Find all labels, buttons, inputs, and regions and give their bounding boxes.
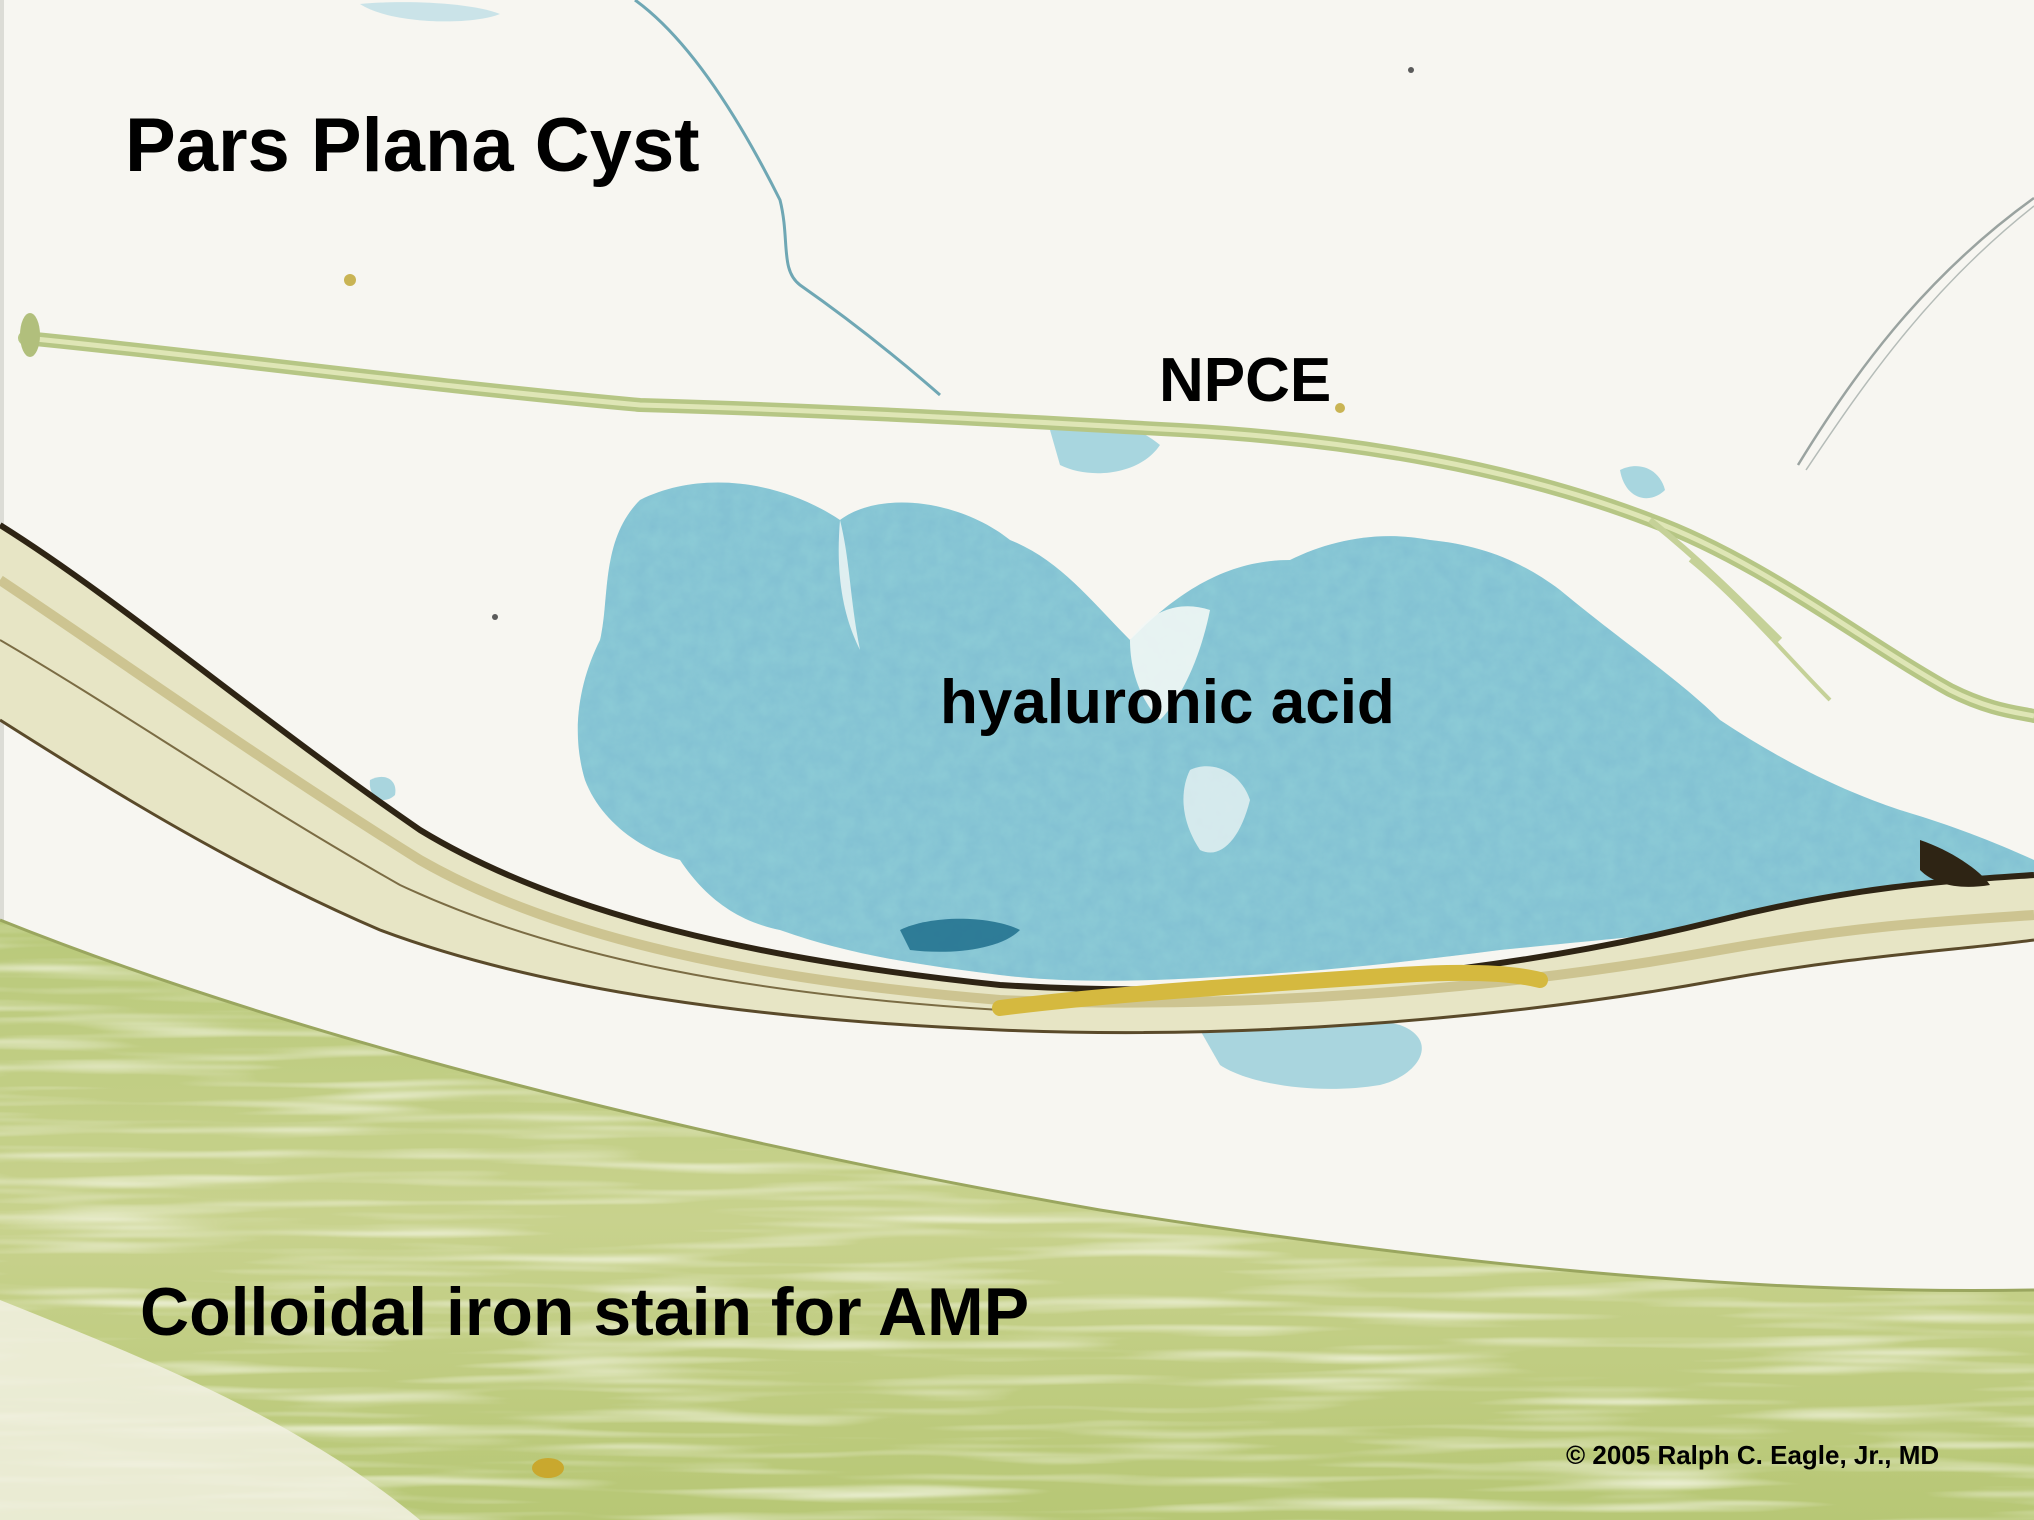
title-label: Pars Plana Cyst [125, 103, 700, 188]
thin-fiber [1796, 196, 2034, 466]
sclera [0, 918, 2034, 1520]
copyright-notice: © 2005 Ralph C. Eagle, Jr., MD [1566, 1440, 1940, 1470]
speck [344, 274, 356, 286]
npce-end [20, 313, 40, 357]
speck [492, 614, 498, 620]
npce-label: NPCE [1159, 346, 1332, 415]
npce-layer [18, 313, 2034, 723]
stain-caption: Colloidal iron stain for AMP [140, 1274, 1030, 1350]
speck [1408, 67, 1414, 73]
hyaluronic-acid-label: hyaluronic acid [940, 668, 1395, 737]
zonule-strand [634, 0, 941, 397]
thin-fiber-2 [1805, 205, 2034, 471]
pigment-dot [532, 1458, 564, 1478]
top-blue-speck [360, 2, 500, 22]
hyaluronic-acid-mass [369, 419, 2034, 1371]
speck [1335, 403, 1345, 413]
ciliary-tissue-band [0, 522, 2034, 1035]
left-edge-frame [0, 0, 4, 1520]
